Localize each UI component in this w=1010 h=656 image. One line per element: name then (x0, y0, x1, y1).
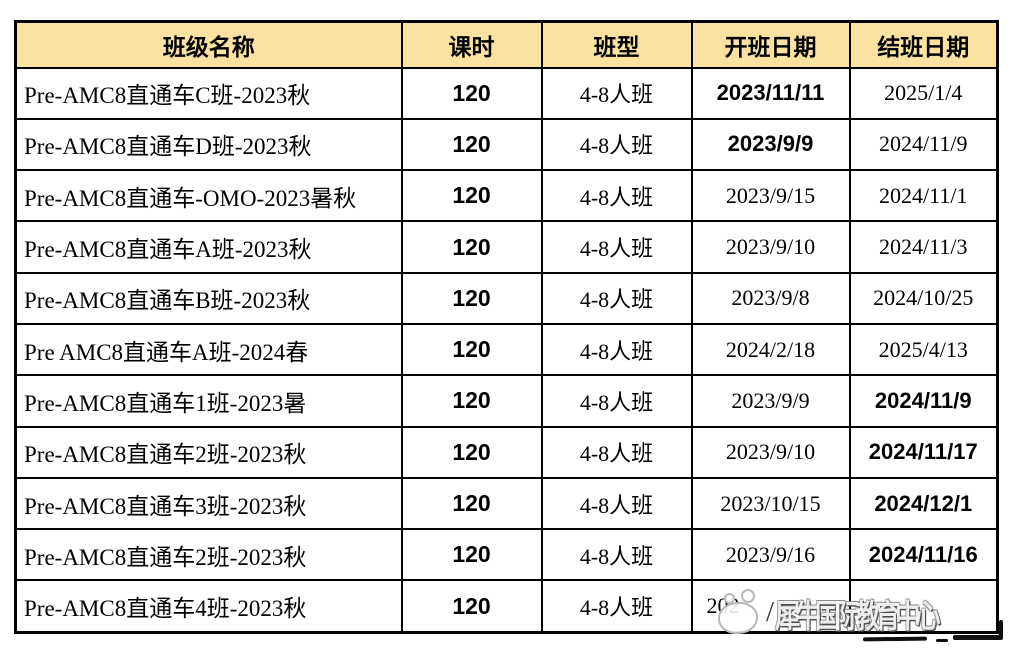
cell-end-date: 2024/11/1 (848, 169, 999, 223)
col-header-hours: 课时 (400, 20, 543, 69)
cell-hours: 120 (400, 425, 543, 479)
cell-class-type: 4-8人班 (540, 117, 693, 172)
cell-end-date (848, 579, 999, 634)
cell-class-type: 4-8人班 (540, 271, 693, 325)
cell-class-name: Pre-AMC8直通车3班-2023秋 (14, 476, 403, 531)
class-schedule-table: 班级名称 课时 班型 开班日期 结班日期 Pre-AMC8直通车C班-2023秋… (14, 20, 999, 634)
cell-end-date: 2024/11/3 (848, 220, 999, 274)
cell-class-type: 4-8人班 (540, 579, 693, 634)
col-header-class-name: 班级名称 (14, 20, 403, 69)
cell-hours: 120 (400, 322, 543, 377)
watermark-text: 犀牛国际教育中心 (775, 598, 941, 634)
cell-end-date: 2024/11/9 (848, 374, 999, 428)
table-row: Pre-AMC8直通车2班-2023秋 120 4-8人班 2023/9/16 … (14, 528, 999, 582)
cell-class-type: 4-8人班 (540, 66, 693, 120)
cell-class-name: Pre-AMC8直通车2班-2023秋 (14, 528, 403, 582)
cell-start-date: 2023/9/15 (690, 169, 851, 223)
ink-smudge (936, 639, 948, 642)
table-row: Pre-AMC8直通车C班-2023秋 120 4-8人班 2023/11/11… (14, 66, 999, 120)
col-header-start-date: 开班日期 (690, 20, 851, 69)
cell-class-name: Pre-AMC8直通车-OMO-2023暑秋 (14, 169, 403, 223)
table-row: Pre-AMC8直通车3班-2023秋 120 4-8人班 2023/10/15… (14, 476, 999, 531)
cell-start-date: 2023/9/10 (690, 425, 851, 479)
cell-class-type: 4-8人班 (540, 476, 693, 531)
table-row: Pre-AMC8直通车4班-2023秋 120 4-8人班 202 (14, 579, 999, 634)
table-row: Pre-AMC8直通车-OMO-2023暑秋 120 4-8人班 2023/9/… (14, 169, 999, 223)
cell-start-date: 2024/2/18 (690, 322, 851, 377)
cell-class-type: 4-8人班 (540, 322, 693, 377)
cell-end-date: 2024/10/25 (848, 271, 999, 325)
header-row: 班级名称 课时 班型 开班日期 结班日期 (14, 20, 999, 69)
cell-end-date: 2024/12/1 (848, 476, 999, 531)
cell-hours: 120 (400, 374, 543, 428)
col-header-class-type: 班型 (540, 20, 693, 69)
cell-end-date: 2025/4/13 (848, 322, 999, 377)
cell-hours: 120 (400, 66, 543, 120)
cell-class-name: Pre-AMC8直通车1班-2023暑 (14, 374, 403, 428)
cell-start-date: 2023/9/8 (690, 271, 851, 325)
cell-class-type: 4-8人班 (540, 220, 693, 274)
cell-class-name: Pre-AMC8直通车B班-2023秋 (14, 271, 403, 325)
table-row: Pre-AMC8直通车D班-2023秋 120 4-8人班 2023/9/9 2… (14, 117, 999, 172)
table-row: Pre-AMC8直通车B班-2023秋 120 4-8人班 2023/9/8 2… (14, 271, 999, 325)
cell-class-name: Pre AMC8直通车A班-2024春 (14, 322, 403, 377)
cell-hours: 120 (400, 220, 543, 274)
table-row: Pre AMC8直通车A班-2024春 120 4-8人班 2024/2/18 … (14, 322, 999, 377)
cell-end-date: 2024/11/16 (848, 528, 999, 582)
cell-start-date: 2023/9/10 (690, 220, 851, 274)
cell-hours: 120 (400, 271, 543, 325)
cell-hours: 120 (400, 169, 543, 223)
cell-start-date: 2023/10/15 (690, 476, 851, 531)
cell-start-date: 2023/9/9 (690, 374, 851, 428)
cell-start-date: 2023/9/9 (690, 117, 851, 172)
cell-class-type: 4-8人班 (540, 425, 693, 479)
obscured-date-slash-fragment: / (766, 595, 775, 628)
cell-end-date: 2024/11/9 (848, 117, 999, 172)
cell-class-type: 4-8人班 (540, 374, 693, 428)
cell-class-name: Pre-AMC8直通车C班-2023秋 (14, 66, 403, 120)
ink-smudge (999, 620, 1003, 639)
table-row: Pre-AMC8直通车A班-2023秋 120 4-8人班 2023/9/10 … (14, 220, 999, 274)
ink-smudge (953, 635, 1003, 640)
cell-class-name: Pre-AMC8直通车D班-2023秋 (14, 117, 403, 172)
cell-end-date: 2025/1/4 (848, 66, 999, 120)
watermark: / 犀牛国际教育中心 (716, 588, 975, 640)
table-row: Pre-AMC8直通车2班-2023秋 120 4-8人班 2023/9/10 … (14, 425, 999, 479)
table-row: Pre-AMC8直通车1班-2023暑 120 4-8人班 2023/9/9 2… (14, 374, 999, 428)
cell-class-type: 4-8人班 (540, 528, 693, 582)
col-header-end-date: 结班日期 (848, 20, 999, 69)
cell-hours: 120 (400, 117, 543, 172)
cell-class-name: Pre-AMC8直通车A班-2023秋 (14, 220, 403, 274)
cell-hours: 120 (400, 476, 543, 531)
cell-hours: 120 (400, 579, 543, 634)
rhino-logo-icon (716, 589, 766, 638)
cell-start-date: 2023/9/16 (690, 528, 851, 582)
cell-hours: 120 (400, 528, 543, 582)
cell-class-name: Pre-AMC8直通车2班-2023秋 (14, 425, 403, 479)
cell-class-name: Pre-AMC8直通车4班-2023秋 (14, 579, 403, 634)
cell-end-date: 2024/11/17 (848, 425, 999, 479)
cell-start-date: 2023/11/11 (690, 66, 851, 120)
cell-class-type: 4-8人班 (540, 169, 693, 223)
